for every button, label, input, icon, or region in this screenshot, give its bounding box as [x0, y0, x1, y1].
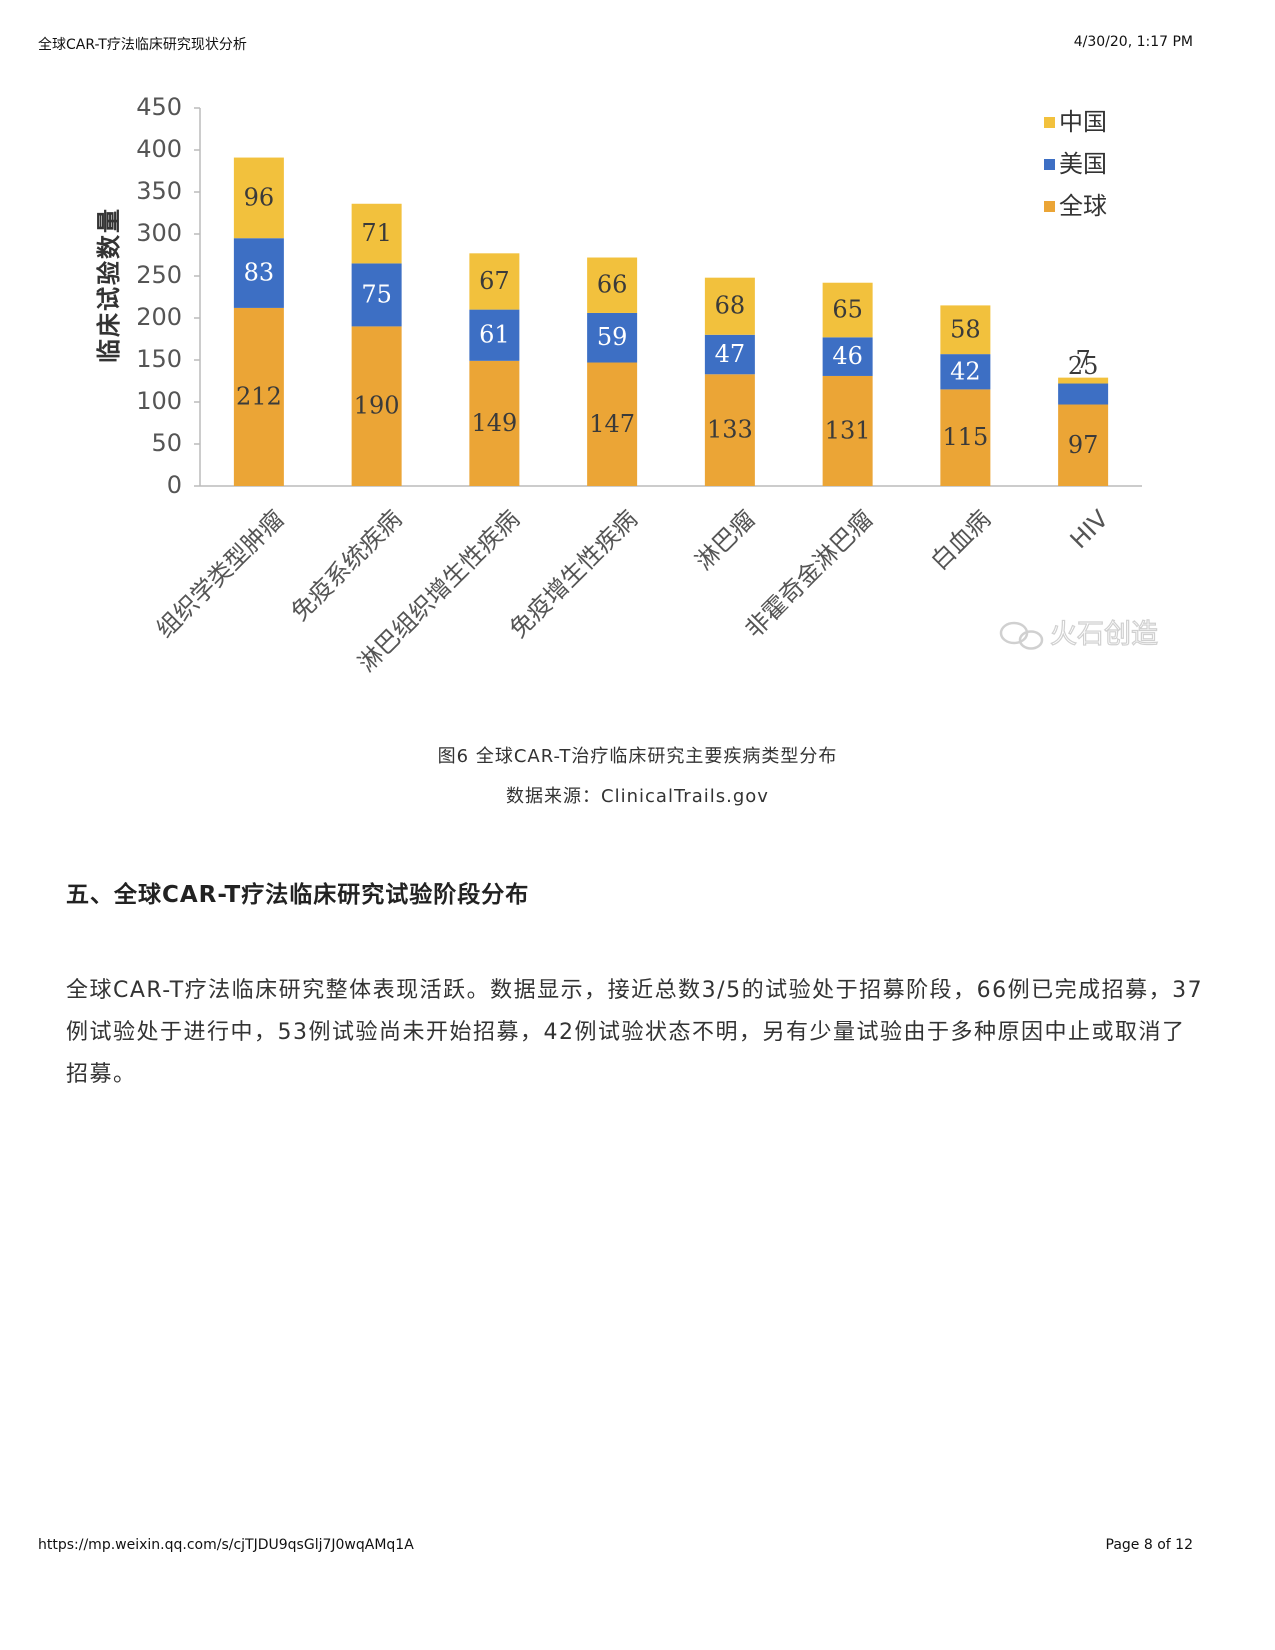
page-footer-url: https://mp.weixin.qq.com/s/cjTJDU9qsGlj7…	[38, 1537, 414, 1553]
bar-value-label: 47	[715, 340, 746, 368]
bar-value-label: 96	[244, 183, 275, 211]
category-label: 淋巴瘤	[690, 505, 761, 576]
legend-label: 中国	[1059, 108, 1107, 136]
bar-value-label: 61	[479, 321, 510, 349]
y-tick-label: 450	[136, 93, 182, 121]
legend-swatch	[1044, 201, 1055, 212]
bar-segment	[351, 203, 402, 264]
bar-value-label: 25	[1068, 352, 1099, 380]
chart-categories: 组织学类型肿瘤免疫系统疾病淋巴组织增生性疾病免疫增生性疾病 淋巴瘤非霍奇金淋巴瘤白…	[151, 504, 1114, 677]
bar-value-label: 97	[1068, 431, 1099, 459]
y-tick-label: 200	[136, 303, 182, 331]
y-tick-label: 350	[136, 177, 182, 205]
bar-segment	[351, 263, 402, 327]
bar-value-label: 75	[361, 280, 392, 308]
bar-segment	[940, 354, 991, 390]
bar-value-label: 115	[942, 423, 988, 451]
bar-segment	[1058, 377, 1109, 384]
bar-value-label: 67	[479, 267, 510, 295]
legend-swatch	[1044, 117, 1055, 128]
y-tick-label: 0	[167, 471, 182, 499]
category-label: 组织学类型肿瘤	[151, 505, 290, 644]
page-header-timestamp: 4/30/20, 1:17 PM	[1073, 34, 1193, 50]
bar-value-label: 65	[832, 296, 863, 324]
bar-segment	[469, 253, 520, 310]
category-label: 非霍奇金淋巴瘤	[740, 505, 879, 644]
stacked-bar-chart: 临床试验数量 0 50 100 150 200 250 300 350 400 450 212 83…	[95, 93, 1159, 677]
bar-segment	[587, 312, 638, 363]
legend-swatch	[1044, 159, 1055, 170]
category-label: 白血病	[925, 505, 996, 576]
bar-segment	[469, 309, 520, 361]
bar-value-label: 59	[597, 323, 628, 351]
y-axis-label: 临床试验数量	[95, 207, 123, 363]
y-tick-label: 100	[136, 387, 182, 415]
category-label: HIV	[1065, 504, 1115, 554]
legend-label: 全球	[1059, 192, 1107, 220]
bar-segment	[587, 362, 638, 486]
bar-value-label: 149	[471, 409, 517, 437]
chart-axes: 0 50 100 150 200 250 300 350 400 450	[136, 93, 1142, 499]
y-tick-label: 150	[136, 345, 182, 373]
y-tick-label: 250	[136, 261, 182, 289]
legend-label: 美国	[1059, 150, 1107, 178]
bar-segment	[233, 238, 284, 308]
page-footer-page-number: Page 8 of 12	[1105, 1537, 1193, 1553]
bar-segment	[940, 305, 991, 355]
bar-value-label: 42	[950, 357, 981, 385]
bar-segment	[940, 389, 991, 486]
bar-segment	[1058, 383, 1109, 405]
bar-value-label: 131	[825, 416, 871, 444]
bar-segment	[233, 307, 284, 486]
bar-segment	[233, 157, 284, 239]
category-label: 免疫系统疾病	[286, 505, 408, 627]
bar-segment	[704, 334, 755, 375]
figure-caption: 图6 全球CAR-T治疗临床研究主要疾病类型分布	[437, 746, 838, 767]
bar-value-label: 71	[361, 219, 392, 247]
y-tick-label: 300	[136, 219, 182, 247]
bar-segment	[1058, 404, 1109, 486]
bar-value-label: 46	[832, 342, 863, 370]
bar-value-label: 83	[244, 259, 275, 287]
watermark-text: 火石创造	[1050, 619, 1158, 650]
bar-value-label: 58	[950, 315, 981, 343]
bar-value-label: 68	[715, 292, 746, 320]
bar-segment	[822, 282, 873, 338]
bar-segment	[822, 337, 873, 376]
bar-segment	[351, 326, 402, 486]
bar-segment	[822, 375, 873, 486]
bar-segment	[704, 277, 755, 335]
section-paragraph: 全球CAR-T疗法临床研究整体表现活跃。数据显示，接近总数3/5的试验处于招募阶…	[66, 978, 1204, 1087]
bar-segment	[469, 360, 520, 486]
page-header-title: 全球CAR-T疗法临床研究现状分析	[38, 37, 247, 53]
category-label: 免疫增生性疾病	[504, 505, 643, 644]
figure-source: 数据来源：ClinicalTrails.gov	[506, 786, 769, 807]
bar-value-label: 7	[1075, 346, 1090, 374]
wechat-logo-icon	[999, 621, 1044, 650]
bar-value-label: 212	[236, 382, 282, 410]
bar-value-label: 190	[354, 392, 400, 420]
wechat-watermark: 火石创造	[999, 618, 1159, 651]
section-heading: 五、全球CAR-T疗法临床研究试验阶段分布	[66, 882, 530, 908]
chart-bars: 212 83 96 190 75 71 149 61 67 147 59 66 133 47 68 131 46…	[233, 157, 1109, 486]
bar-value-label: 147	[589, 410, 635, 438]
y-tick-label: 400	[136, 135, 182, 163]
bar-segment	[587, 257, 638, 313]
bar-value-label: 133	[707, 416, 753, 444]
bar-segment	[704, 374, 755, 486]
bar-value-label: 66	[597, 271, 628, 299]
y-tick-label: 50	[151, 429, 182, 457]
